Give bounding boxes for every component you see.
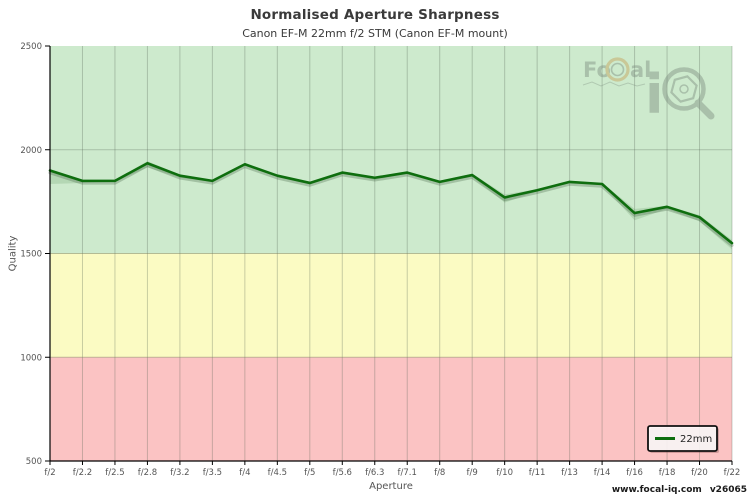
- watermark-aperture-blades-icon: [670, 75, 698, 103]
- x-tick-label: f/4: [239, 468, 250, 478]
- legend-series-label: 22mm: [680, 434, 712, 445]
- legend[interactable]: 22mm: [647, 425, 719, 453]
- x-tick-label: f/16: [626, 468, 643, 478]
- y-tick-label: 1000: [20, 353, 42, 363]
- y-tick-label: 1500: [20, 250, 42, 260]
- footer-site-url: www.focal-iq.com: [611, 485, 702, 495]
- chart-subtitle: Canon EF-M 22mm f/2 STM (Canon EF-M moun…: [242, 27, 508, 40]
- y-tick-label: 2500: [20, 42, 42, 52]
- watermark-mini-graph: [582, 81, 646, 87]
- x-tick-label: f/2.2: [73, 468, 92, 478]
- y-tick-label: 500: [26, 457, 42, 467]
- x-tick-label: f/5.6: [333, 468, 352, 478]
- y-axis-label: Quality: [7, 235, 19, 272]
- legend-box: [647, 425, 718, 452]
- x-axis-label: Aperture: [369, 481, 413, 492]
- x-tick-label: f/5: [304, 468, 315, 478]
- x-tick-label: f/14: [594, 468, 611, 478]
- x-tick-label: f/11: [529, 468, 546, 478]
- footer-branding: www.focal-iq.com v26065: [612, 485, 747, 495]
- watermark-aperture-ring-icon: [605, 57, 630, 82]
- quality-zone-fair: [50, 253, 732, 358]
- x-tick-label: f/2: [44, 468, 55, 478]
- y-tick-label: 2000: [20, 146, 42, 156]
- x-tick-label: f/6.3: [365, 468, 384, 478]
- x-tick-label: f/3.2: [170, 468, 189, 478]
- x-tick-label: f/2.5: [105, 468, 124, 478]
- x-tick-label: f/13: [561, 468, 578, 478]
- x-tick-label: f/22: [724, 468, 741, 478]
- watermark-aperture-inner-icon: [610, 62, 625, 77]
- series-line-22mm: [48, 161, 734, 245]
- x-tick-label: f/3.5: [203, 468, 222, 478]
- x-tick-label: f/9: [467, 468, 478, 478]
- watermark-brand-fo: Fo: [583, 58, 611, 82]
- chart-title: Normalised Aperture Sharpness: [250, 7, 500, 23]
- watermark-aperture-center-icon: [679, 84, 689, 94]
- footer-version: v26065: [709, 485, 747, 495]
- watermark-brand-al: al: [630, 58, 651, 82]
- quality-zone-poor: [50, 357, 732, 461]
- watermark-i-letter: i: [645, 63, 664, 126]
- x-tick-label: f/7.1: [398, 468, 417, 478]
- watermark-magnifier-handle-icon: [694, 99, 715, 120]
- watermark-magnifier-icon: [662, 67, 706, 111]
- series-line-shadow: [48, 163, 734, 247]
- x-tick-label: f/4.5: [268, 468, 287, 478]
- x-tick-label: f/8: [434, 468, 445, 478]
- x-tick-label: f/20: [691, 468, 708, 478]
- focal-iq-watermark: Fo ali: [582, 57, 715, 126]
- x-tick-label: f/2.8: [138, 468, 157, 478]
- quality-zone-good: [50, 46, 732, 254]
- x-tick-label: f/18: [659, 468, 676, 478]
- x-tick-label: f/10: [496, 468, 513, 478]
